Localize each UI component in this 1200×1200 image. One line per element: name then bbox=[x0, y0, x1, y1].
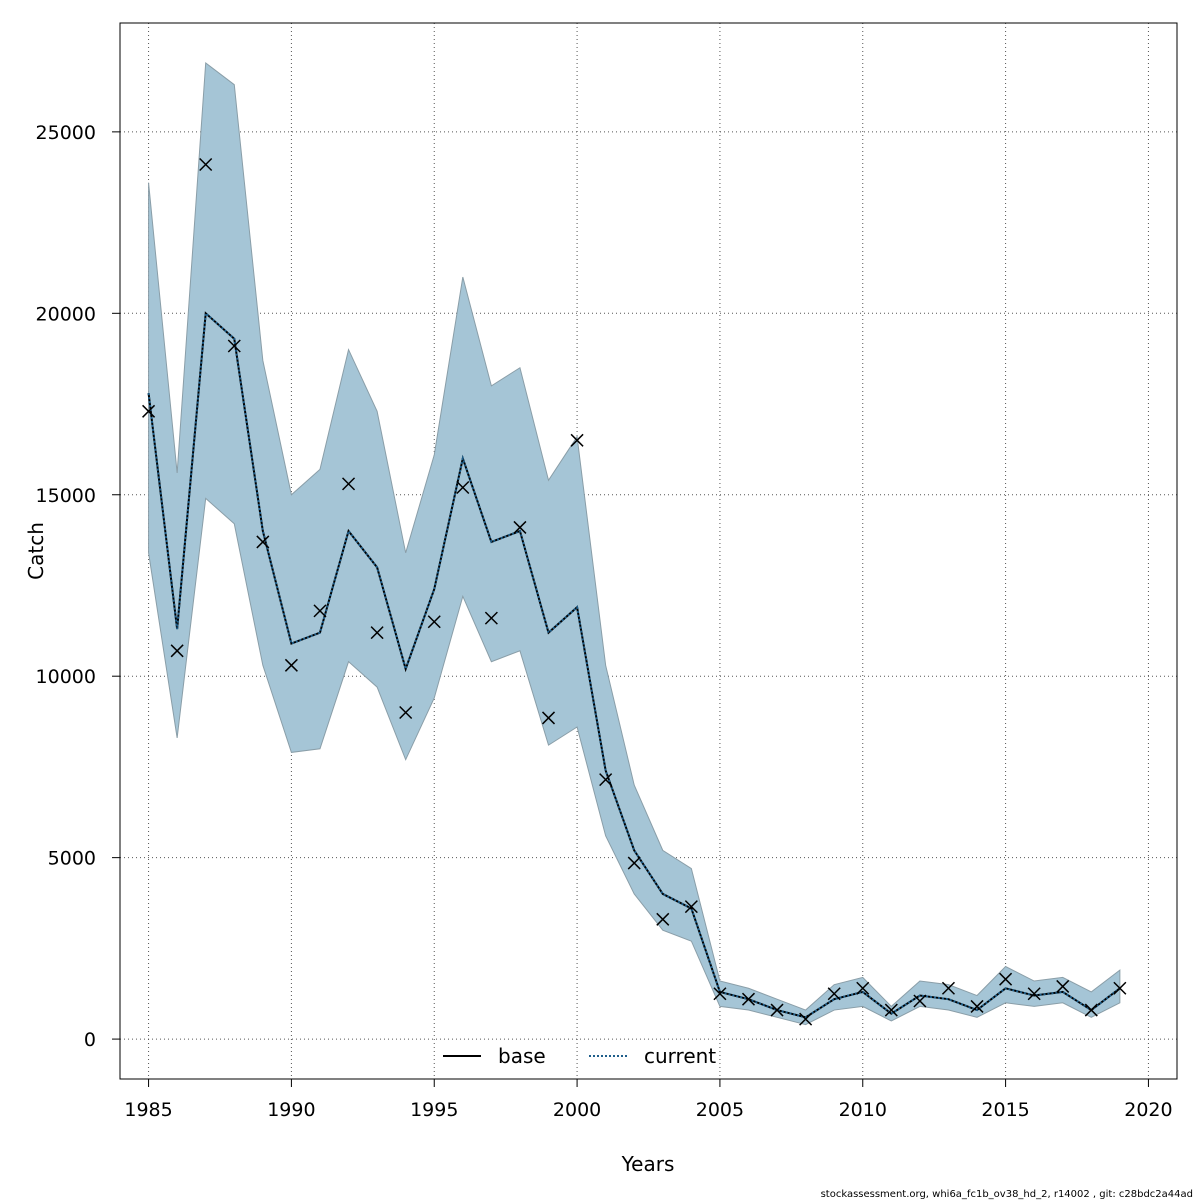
y-tick-label: 10000 bbox=[36, 666, 96, 688]
y-tick-label: 5000 bbox=[48, 848, 96, 870]
observed-point bbox=[570, 433, 584, 447]
observed-points bbox=[142, 157, 1127, 1026]
x-tick-label: 2020 bbox=[1124, 1099, 1172, 1121]
x-tick-label: 1995 bbox=[410, 1099, 458, 1121]
x-tick-label: 2010 bbox=[839, 1099, 887, 1121]
observed-point bbox=[713, 987, 727, 1001]
observed-point bbox=[770, 1003, 784, 1017]
y-tick-label: 15000 bbox=[36, 485, 96, 507]
confidence-band bbox=[148, 61, 1121, 1026]
observed-point bbox=[627, 856, 641, 870]
band-area bbox=[148, 61, 1121, 1026]
observed-point bbox=[827, 987, 841, 1001]
observed-point bbox=[856, 981, 870, 995]
observed-point bbox=[741, 992, 756, 1006]
observed-point bbox=[456, 480, 470, 495]
plot-frame bbox=[119, 22, 1178, 1080]
observed-point bbox=[284, 658, 298, 672]
series-line-current bbox=[147, 311, 1121, 1019]
observed-point bbox=[313, 604, 327, 618]
observed-point bbox=[656, 912, 670, 926]
x-tick-label: 2000 bbox=[553, 1099, 601, 1121]
x-tick-label: 2015 bbox=[981, 1099, 1029, 1121]
observed-point bbox=[684, 900, 698, 914]
observed-point bbox=[484, 611, 498, 625]
observed-point bbox=[199, 157, 213, 172]
observed-point bbox=[541, 711, 556, 725]
x-tick-label: 1990 bbox=[267, 1099, 315, 1121]
observed-point bbox=[1027, 987, 1041, 1001]
y-tick-label: 0 bbox=[84, 1029, 96, 1051]
observed-point bbox=[999, 972, 1013, 986]
series-lines bbox=[147, 311, 1121, 1019]
legend-label-base: base bbox=[498, 1044, 546, 1068]
observed-point bbox=[599, 773, 613, 787]
observed-point bbox=[513, 520, 527, 534]
legend: base current bbox=[443, 1044, 716, 1068]
observed-point bbox=[256, 535, 270, 549]
footer-credit: stockassessment.org, whi6a_fc1b_ov38_hd_… bbox=[821, 1189, 1193, 1200]
y-axis-title: Catch bbox=[24, 522, 48, 580]
observed-point bbox=[799, 1012, 813, 1026]
observed-point bbox=[342, 477, 356, 491]
y-tick-label: 25000 bbox=[36, 122, 96, 144]
observed-point bbox=[370, 626, 384, 640]
observed-point bbox=[427, 615, 441, 629]
observed-point bbox=[970, 999, 984, 1013]
observed-point bbox=[1056, 979, 1070, 993]
observed-point bbox=[227, 339, 241, 353]
observed-point bbox=[884, 1003, 898, 1017]
x-tick-label: 1985 bbox=[124, 1099, 172, 1121]
observed-point bbox=[170, 644, 184, 658]
observed-point bbox=[913, 994, 927, 1008]
legend-label-current: current bbox=[644, 1044, 716, 1068]
observed-point bbox=[1084, 1003, 1098, 1017]
observed-point bbox=[142, 404, 156, 418]
observed-point bbox=[941, 981, 955, 995]
x-axis-title: Years bbox=[621, 1152, 675, 1176]
axes: 1985 1990 1995 2000 2005 2010 2015 2020 0 5000 100… bbox=[36, 122, 1173, 1121]
observed-point bbox=[399, 705, 413, 720]
x-tick-label: 2005 bbox=[696, 1099, 744, 1121]
observed-point bbox=[1113, 981, 1127, 995]
y-tick-label: 20000 bbox=[36, 303, 96, 325]
